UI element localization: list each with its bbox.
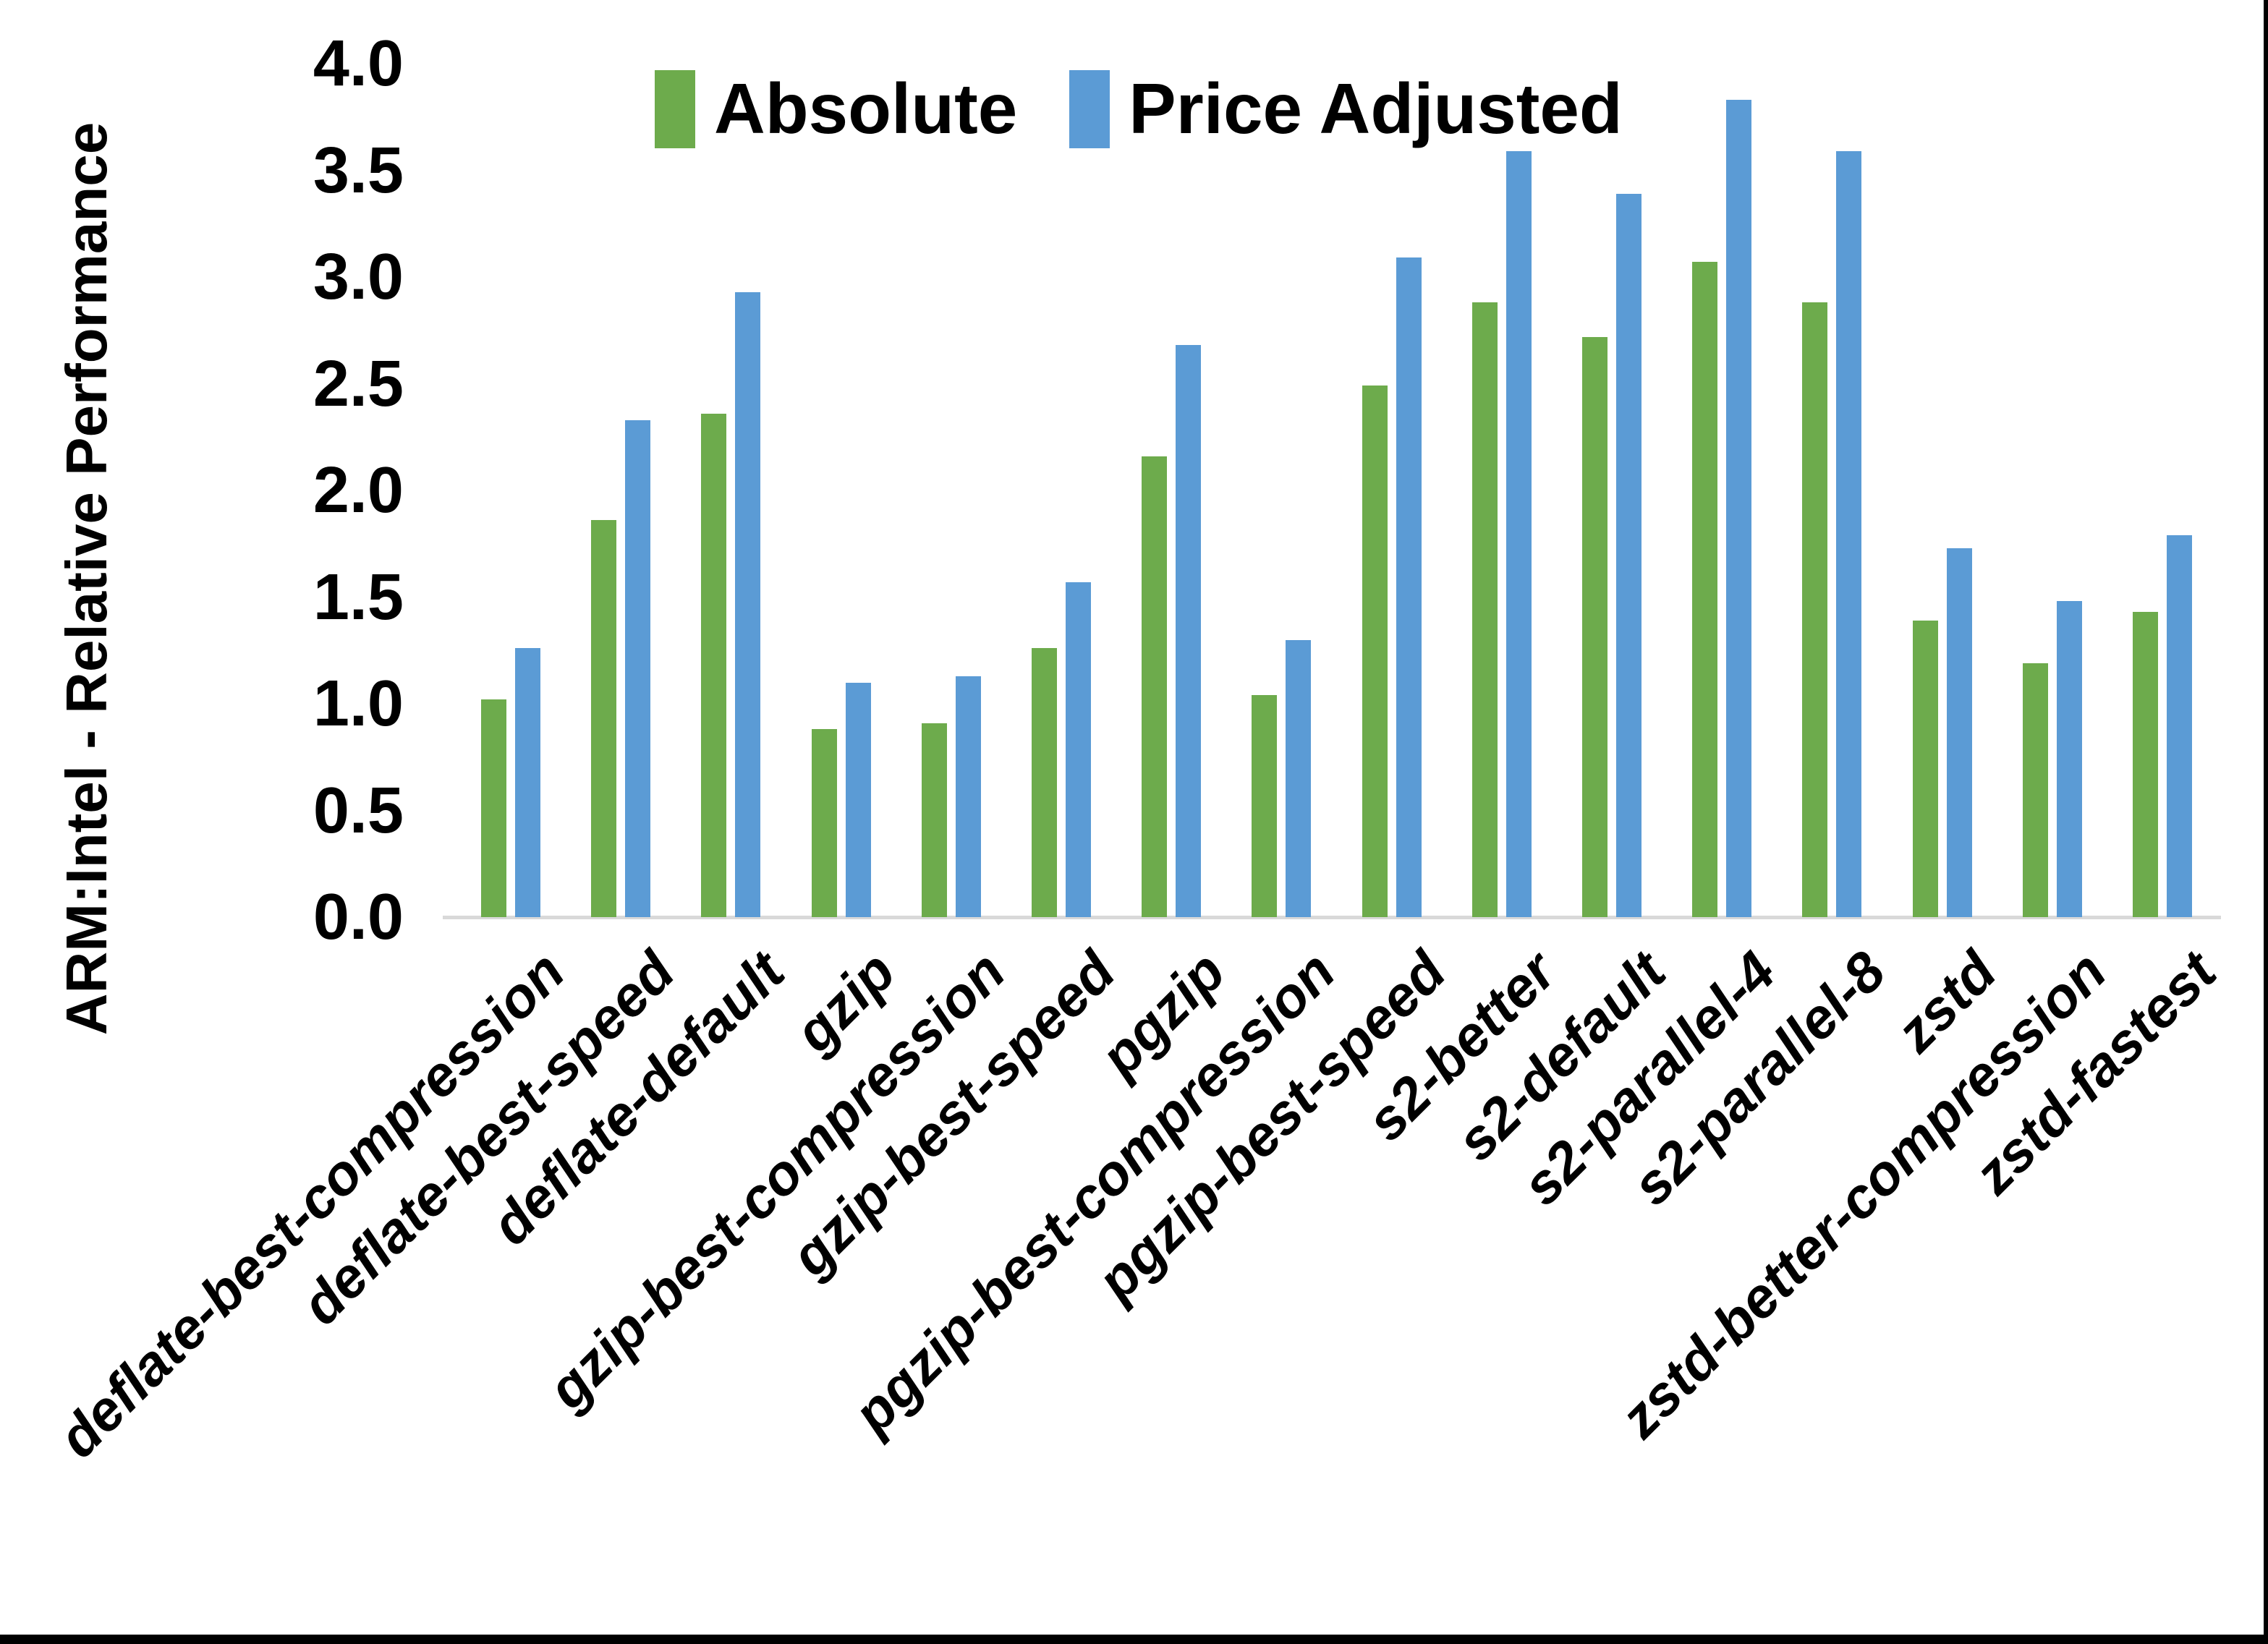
bar-absolute-zstd-better-compression (2022, 663, 2048, 917)
y-axis-title: ARM:Intel - Relative Performance (54, 122, 119, 1036)
bar-price-adjusted-gzip (845, 682, 871, 917)
y-tick-label: 0.0 (313, 881, 404, 953)
window-border-bottom (0, 1635, 2268, 1644)
legend-label: Absolute (714, 69, 1018, 148)
bar-absolute-zstd-fastest (2132, 612, 2158, 917)
bar-absolute-s2-better (1471, 302, 1498, 917)
bar-absolute-zstd (1912, 620, 1938, 917)
bar-price-adjusted-gzip-best-compression (955, 676, 981, 917)
y-tick-label: 2.0 (313, 454, 404, 527)
bar-price-adjusted-pgzip-best-speed (1396, 257, 1422, 917)
legend-label: Price Adjusted (1129, 69, 1623, 148)
bar-absolute-gzip-best-speed (1032, 648, 1058, 917)
bar-price-adjusted-s2-parallel-4 (1726, 100, 1752, 917)
bar-price-adjusted-gzip-best-speed (1066, 582, 1092, 917)
bar-absolute-gzip-best-compression (921, 723, 947, 917)
legend-swatch-icon (655, 69, 695, 148)
bar-price-adjusted-s2-parallel-8 (1836, 150, 1862, 917)
bar-absolute-pgzip-best-compression (1252, 695, 1278, 917)
bar-price-adjusted-pgzip (1176, 345, 1202, 917)
bar-absolute-pgzip (1142, 456, 1168, 917)
x-axis-line (443, 916, 2221, 919)
bar-absolute-deflate-best-speed (591, 520, 617, 917)
bar-absolute-deflate-best-compression (481, 699, 507, 917)
y-tick-label: 0.5 (313, 774, 404, 847)
bar-absolute-s2-default (1581, 336, 1607, 917)
y-tick-label: 1.5 (313, 561, 404, 634)
bar-price-adjusted-zstd-better-compression (2056, 601, 2082, 917)
y-tick-label: 4.0 (313, 27, 404, 100)
bar-absolute-pgzip-best-speed (1362, 386, 1388, 917)
bar-absolute-deflate-default (701, 413, 727, 917)
bar-price-adjusted-deflate-best-compression (515, 648, 541, 917)
bar-price-adjusted-s2-better (1505, 150, 1532, 917)
legend-item-absolute: Absolute (655, 68, 1017, 150)
bar-price-adjusted-deflate-default (735, 291, 761, 917)
y-tick-label: 2.5 (313, 347, 404, 420)
legend: Absolute Price Adjusted (655, 64, 1623, 154)
bar-absolute-s2-parallel-8 (1802, 302, 1828, 917)
bar-price-adjusted-pgzip-best-compression (1286, 639, 1312, 917)
legend-item-price-adjusted: Price Adjusted (1069, 68, 1623, 150)
window-border-right (2264, 0, 2268, 1644)
legend-swatch-icon (1069, 69, 1110, 148)
bar-absolute-gzip (811, 729, 837, 917)
y-tick-label: 3.0 (313, 241, 404, 313)
y-tick-label: 1.0 (313, 668, 404, 740)
bar-price-adjusted-s2-default (1615, 193, 1641, 917)
bar-price-adjusted-zstd (1946, 548, 1972, 917)
y-tick-label: 3.5 (313, 134, 404, 207)
bar-absolute-s2-parallel-4 (1692, 262, 1718, 917)
bar-price-adjusted-deflate-best-speed (625, 419, 651, 917)
bar-price-adjusted-zstd-fastest (2166, 534, 2192, 917)
